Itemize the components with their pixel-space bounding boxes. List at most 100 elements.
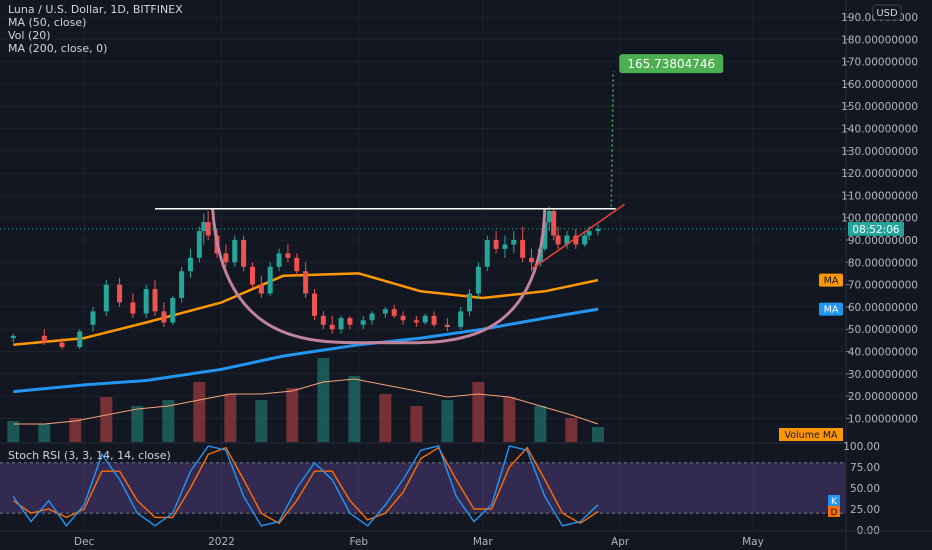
- countdown-tag-text: 08:52:06: [852, 224, 899, 236]
- candle-body: [303, 271, 309, 294]
- grid-lines: [0, 0, 846, 531]
- price-scale-background: [846, 0, 932, 550]
- candle-body: [400, 315, 406, 321]
- candle-body: [143, 289, 149, 314]
- candle-body: [555, 235, 561, 245]
- target-callout[interactable]: 165.73804746: [619, 54, 724, 74]
- candle-body: [329, 324, 335, 330]
- candle-body: [285, 253, 291, 258]
- price-tick-label: 10.00000000: [848, 413, 918, 425]
- volume-bars: [7, 358, 604, 442]
- usd-badge-box: [872, 4, 902, 21]
- price-scale[interactable]: 190.00000000180.00000000170.00000000160.…: [841, 12, 918, 425]
- indicator-ma200-label[interactable]: MA (200, close, 0): [8, 42, 108, 55]
- ascending-trendline[interactable]: [531, 203, 625, 270]
- candle-body: [90, 311, 96, 325]
- candle-body: [360, 320, 366, 325]
- volume-bar: [379, 394, 392, 442]
- indicator-ma50-label[interactable]: MA (50, close): [8, 16, 87, 29]
- price-tick-label: 120.00000000: [841, 168, 918, 180]
- price-tick-label: 20.00000000: [848, 391, 918, 403]
- candle-body: [152, 289, 158, 312]
- candle-body: [431, 315, 437, 325]
- symbol-title[interactable]: Luna / U.S. Dollar, 1D, BITFINEX: [8, 3, 183, 16]
- candle-body: [520, 240, 526, 258]
- volume-bar: [348, 376, 361, 442]
- stoch-k-tag-text: K: [831, 497, 838, 507]
- candle-body: [41, 335, 47, 343]
- stoch-d-tag-text: D: [831, 508, 838, 518]
- volume-bar: [162, 400, 175, 442]
- ma50-tag-text: MA: [824, 276, 839, 287]
- candle-body: [382, 309, 388, 314]
- candle-body: [369, 313, 375, 321]
- time-axis-label: May: [742, 536, 764, 548]
- price-tick-label: 100.00000000: [841, 213, 918, 225]
- stoch-rsi-label[interactable]: Stoch RSI (3, 3, 14, 14, close): [8, 449, 171, 462]
- usd-badge[interactable]: USD: [872, 4, 902, 21]
- stoch-k-tag: K: [828, 495, 840, 507]
- candle-body: [444, 324, 450, 327]
- ma200-tag-text: MA: [824, 305, 839, 316]
- volume-bar: [286, 388, 299, 442]
- price-tick-label: 160.00000000: [841, 79, 918, 91]
- price-tick-label: 40.00000000: [848, 347, 918, 359]
- stoch-tick-label: 75.00: [850, 462, 880, 474]
- ma200-tag: MA: [819, 302, 843, 316]
- candle-body: [413, 320, 419, 323]
- volume-bar: [472, 382, 485, 442]
- candle-body: [338, 318, 344, 330]
- usd-badge-text: USD: [876, 8, 898, 19]
- ma50-tag: MA: [819, 273, 843, 287]
- price-tick-label: 60.00000000: [848, 302, 918, 314]
- candle-body: [595, 228, 601, 232]
- candle-body: [467, 293, 473, 312]
- price-tick-label: 140.00000000: [841, 124, 918, 136]
- candle-body: [267, 266, 273, 294]
- volume-bar: [38, 424, 51, 442]
- price-tick-label: 30.00000000: [848, 369, 918, 381]
- candle-body: [502, 244, 508, 249]
- time-axis[interactable]: Dec 2022 Feb Mar Apr May: [0, 530, 932, 548]
- candle-body: [59, 342, 65, 348]
- volume-ma-tag-text: Volume MA: [784, 430, 838, 441]
- time-axis-label: 2022: [208, 536, 235, 548]
- ma50-line: [13, 272, 599, 347]
- price-tick-label: 110.00000000: [841, 190, 918, 202]
- target-callout-text: 165.73804746: [627, 57, 715, 71]
- candle-body: [564, 235, 570, 245]
- candle-body: [249, 266, 255, 285]
- volume-bar: [503, 397, 516, 442]
- stoch-band-fill: [0, 462, 846, 514]
- time-axis-label: Dec: [74, 536, 95, 548]
- candle-body: [422, 315, 428, 323]
- candle-body: [10, 335, 16, 339]
- time-axis-label: Feb: [349, 536, 368, 548]
- candle-body: [542, 222, 548, 249]
- price-tick-label: 70.00000000: [848, 280, 918, 292]
- candle-body: [546, 211, 552, 223]
- time-axis-label: Apr: [611, 536, 630, 548]
- candle-body: [311, 293, 317, 316]
- indicator-volume-label[interactable]: Vol (20): [8, 29, 51, 42]
- stoch-d-line: [12, 446, 599, 525]
- volume-bar: [7, 421, 20, 442]
- candle-body: [232, 240, 238, 263]
- time-axis-label: Mar: [473, 536, 493, 548]
- volume-bar: [317, 358, 330, 442]
- volume-bar: [131, 406, 144, 442]
- stoch-tick-label: 50.00: [850, 483, 880, 495]
- price-tick-label: 90.00000000: [848, 235, 918, 247]
- candle-body: [294, 257, 300, 272]
- candle-body: [484, 240, 490, 267]
- candle-body: [179, 271, 185, 298]
- candle-body: [320, 315, 326, 325]
- target-callout-box: [619, 54, 724, 74]
- price-tick-label: 80.00000000: [848, 257, 918, 269]
- candle-body: [511, 240, 517, 245]
- candle-body: [586, 231, 592, 236]
- cup-arc-drawing[interactable]: [211, 208, 547, 345]
- stoch-tick-label: 25.00: [850, 504, 880, 516]
